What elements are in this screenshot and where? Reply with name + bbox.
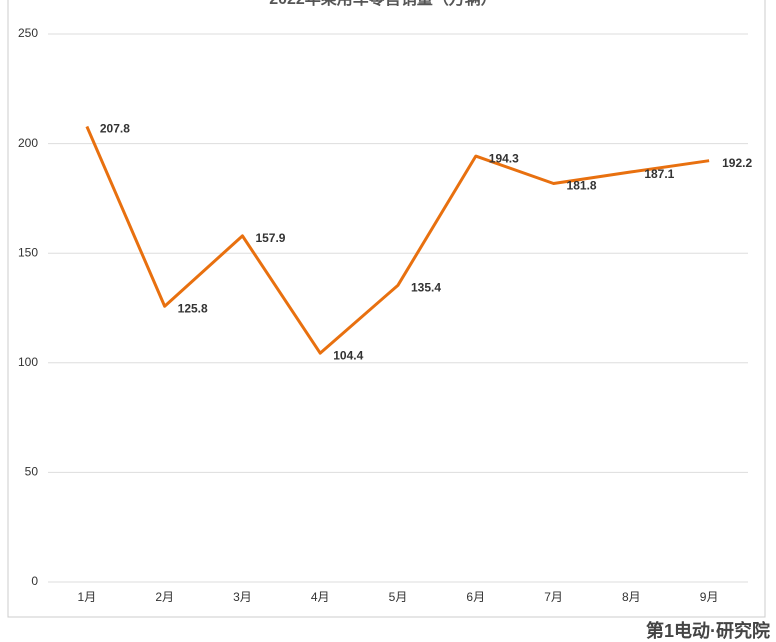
x-tick-label: 7月 (544, 590, 563, 604)
y-tick-label: 100 (18, 355, 38, 369)
y-tick-label: 50 (25, 465, 39, 479)
y-tick-label: 250 (18, 26, 38, 40)
x-tick-label: 1月 (78, 590, 97, 604)
x-tick-label: 4月 (311, 590, 330, 604)
y-tick-label: 200 (18, 136, 38, 150)
chart-frame (7, 0, 766, 618)
x-tick-label: 9月 (700, 590, 719, 604)
data-label: 192.2 (722, 156, 752, 170)
x-tick-label: 5月 (389, 590, 408, 604)
data-label: 194.3 (489, 151, 519, 165)
data-label: 135.4 (411, 280, 441, 294)
data-label: 187.1 (644, 167, 674, 181)
x-tick-label: 2月 (155, 590, 174, 604)
data-label: 181.8 (567, 179, 597, 193)
chart-title: 2022年乘用车零售销量（万辆） (269, 0, 497, 8)
x-tick-label: 3月 (233, 590, 252, 604)
x-tick-label: 6月 (466, 590, 485, 604)
footer-logo: 第1电动·研究院 (646, 620, 770, 641)
data-label: 207.8 (100, 122, 130, 136)
data-label: 104.4 (333, 348, 363, 362)
data-label: 157.9 (255, 231, 285, 245)
y-tick-label: 150 (18, 245, 38, 259)
data-label: 125.8 (178, 301, 208, 315)
line-series (85, 125, 710, 355)
y-tick-label: 0 (31, 574, 38, 588)
x-tick-label: 8月 (622, 590, 641, 604)
